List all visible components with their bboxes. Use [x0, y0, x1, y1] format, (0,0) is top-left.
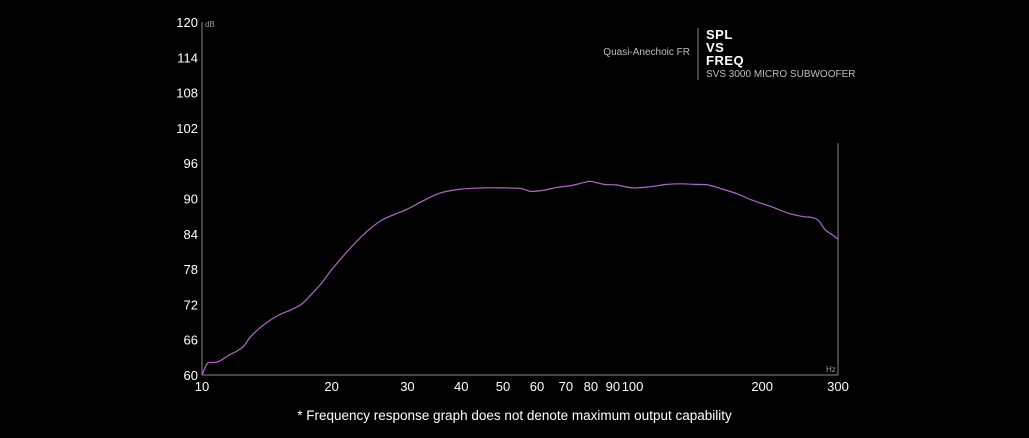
- y-tick-label: 114: [177, 50, 198, 65]
- x-tick-label: 30: [400, 379, 414, 394]
- x-axis: 10 20 30 40 50 60 70 80 90 100 200 300: [195, 143, 849, 394]
- y-tick-label: 108: [176, 86, 198, 101]
- y-tick-label: 66: [184, 333, 198, 348]
- x-tick-label: 300: [827, 379, 849, 394]
- y-tick-label: 120: [176, 15, 198, 30]
- x-tick-label: 50: [496, 379, 510, 394]
- x-tick-label: 60: [530, 379, 544, 394]
- x-tick-label: 10: [195, 379, 209, 394]
- x-tick-label: 70: [559, 379, 573, 394]
- footnote: * Frequency response graph does not deno…: [297, 408, 732, 423]
- legend-label: Quasi-Anechoic FR: [603, 47, 690, 58]
- frequency-response-chart: 60 66 72 78 84 90 96 102 108 114 120 10 20 30 40 50 60 7…: [176, 15, 855, 394]
- y-tick-label: 90: [184, 192, 198, 207]
- y-tick-label: 96: [184, 156, 198, 171]
- y-tick-label: 84: [184, 227, 198, 242]
- x-tick-label: 200: [751, 379, 773, 394]
- x-tick-label: 40: [454, 379, 468, 394]
- product-name: SVS 3000 MICRO SUBWOOFER: [706, 69, 855, 80]
- title-line-spl: SPL: [706, 27, 733, 42]
- y-tick-label: 72: [184, 297, 198, 312]
- y-tick-label: 102: [176, 121, 198, 136]
- x-tick-label: 90: [606, 379, 620, 394]
- y-tick-label: 60: [184, 368, 198, 383]
- title-line-vs: VS: [706, 40, 724, 55]
- x-tick-label: 80: [584, 379, 598, 394]
- series-line: [201, 180, 839, 376]
- title-line-freq: FREQ: [706, 53, 744, 68]
- x-axis-unit: Hz: [826, 365, 836, 374]
- y-axis: 60 66 72 78 84 90 96 102 108 114 120: [176, 15, 203, 383]
- x-tick-label: 100: [622, 379, 644, 394]
- y-axis-unit: dB: [205, 20, 215, 29]
- x-tick-label: 20: [324, 379, 338, 394]
- y-tick-label: 78: [184, 262, 198, 277]
